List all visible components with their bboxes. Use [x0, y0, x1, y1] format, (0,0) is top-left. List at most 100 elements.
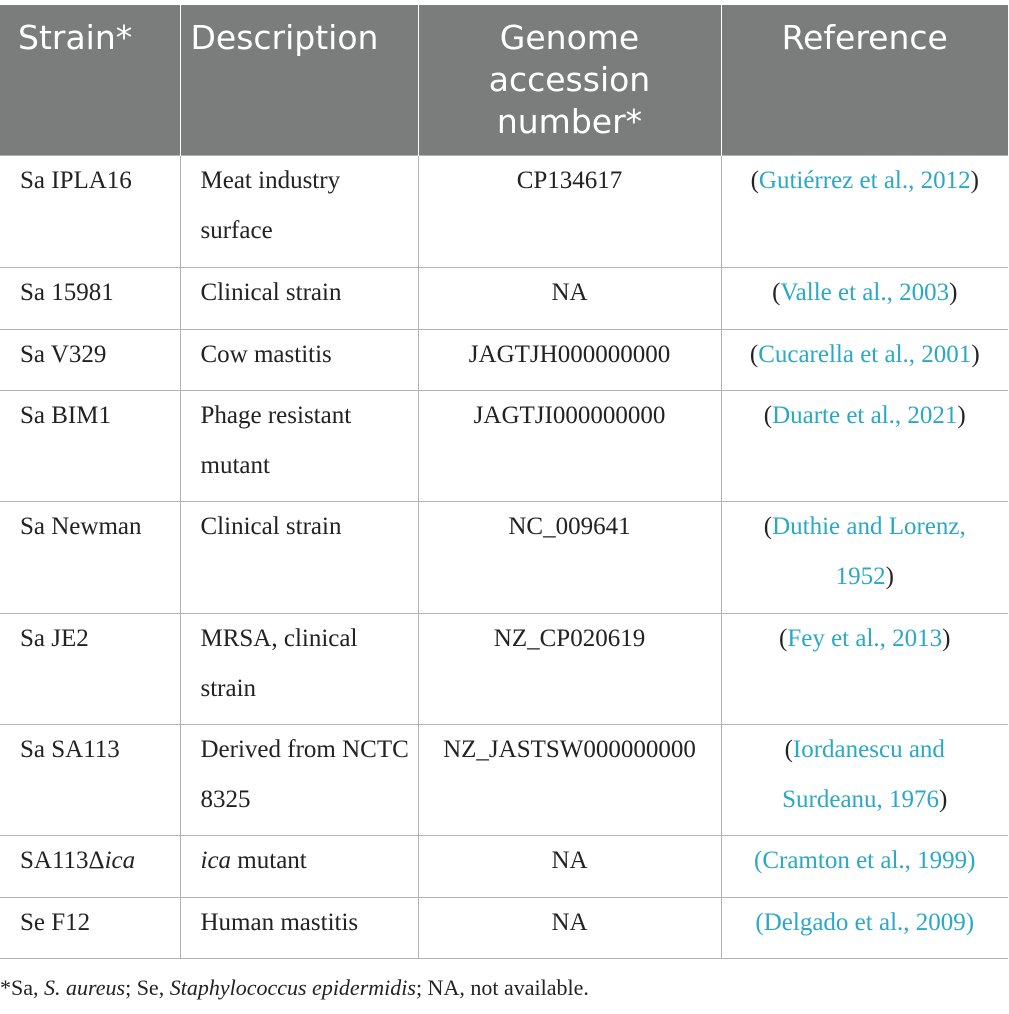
- reference-link[interactable]: Duarte et al., 2021: [772, 401, 958, 429]
- header-reference: Reference: [720, 5, 1008, 155]
- accession-cell: CP134617: [417, 154, 722, 268]
- reference-open-paren: (: [763, 401, 773, 429]
- strain-cell: Sa IPLA16: [0, 154, 181, 268]
- reference-cell: (Iordanescu and Surdeanu, 1976): [720, 723, 1008, 836]
- header-row: Strain* Description Genome accession numbe…: [0, 5, 1008, 155]
- footnote-text: ; NA, not available.: [415, 975, 589, 1000]
- reference-link[interactable]: Cucarella et al., 2001: [758, 340, 972, 368]
- reference-cell: (Duthie and Lorenz, 1952): [720, 500, 1008, 614]
- table-header: Strain* Description Genome accession numbe…: [0, 5, 1008, 155]
- description-cell: MRSA, clinical strain: [179, 612, 419, 725]
- strain-name: Sa JE2: [20, 624, 89, 652]
- reference-link[interactable]: Delgado et al., 2009: [763, 908, 966, 936]
- reference-close-paren: ): [939, 785, 948, 813]
- reference-close-paren: ): [965, 908, 975, 936]
- reference-close-paren: ): [942, 624, 951, 652]
- reference-link[interactable]: Fey et al., 2013: [787, 624, 943, 652]
- description-cell: Clinical strain: [179, 500, 419, 614]
- accession-cell: JAGTJI000000000: [417, 389, 722, 502]
- table-row: Sa 15981 Clinical strain NA (Valle et al., …: [0, 266, 1008, 330]
- header-genome-accession: Genome accession number*: [417, 5, 721, 155]
- description-text: mutant: [231, 846, 307, 874]
- reference-link[interactable]: Iordanescu and Surdeanu, 1976: [782, 735, 945, 813]
- reference-close-paren: ): [957, 401, 966, 429]
- reference-cell: (Cucarella et al., 2001): [720, 328, 1008, 391]
- footnote-species-italic: Staphylococcus epidermidis: [169, 975, 416, 1000]
- strain-cell: SA113Δica: [0, 834, 181, 898]
- strain-name: Sa SA113: [20, 735, 120, 763]
- table-row: SA113Δica ica mutant NA (Cramton et al., 19…: [0, 834, 1008, 898]
- accession-cell: NA: [417, 266, 722, 330]
- reference-open-paren: (: [755, 908, 764, 936]
- strain-name: Se F12: [20, 908, 91, 936]
- footnote-species-italic: S. aureus: [44, 975, 126, 1000]
- reference-open-paren: (: [754, 846, 763, 874]
- reference-cell: (Delgado et al., 2009): [720, 896, 1008, 959]
- strain-cell: Sa JE2: [0, 612, 181, 725]
- description-text: Meat industry surface: [200, 166, 341, 244]
- strain-gene-italic: ica: [104, 846, 136, 874]
- reference-cell: (Cramton et al., 1999): [720, 834, 1008, 898]
- reference-link[interactable]: Gutiérrez et al., 2012: [758, 166, 971, 194]
- reference-link[interactable]: Duthie and Lorenz, 1952: [772, 512, 966, 590]
- reference-open-paren: (: [784, 735, 793, 763]
- reference-close-paren: ): [970, 166, 979, 194]
- header-strain: Strain*: [0, 5, 180, 155]
- reference-open-paren: (: [772, 278, 781, 306]
- strain-table: Strain* Description Genome accession numbe…: [0, 5, 1008, 959]
- description-cell: Phage resistant mutant: [179, 389, 419, 502]
- strain-name: Sa 15981: [20, 278, 114, 306]
- strain-cell: Se F12: [0, 896, 181, 959]
- table-row: Sa Newman Clinical strain NC_009641 (Duthie…: [0, 500, 1008, 614]
- strain-cell: Sa BIM1: [0, 389, 181, 502]
- reference-close-paren: ): [885, 562, 894, 590]
- description-text: Phage resistant mutant: [200, 401, 352, 479]
- strain-cell: Sa 15981: [0, 266, 181, 330]
- table-row: Sa SA113 Derived from NCTC 8325 NZ_JASTSW0…: [0, 723, 1008, 836]
- footnote-text: ; Se,: [125, 975, 170, 1000]
- description-gene-italic: ica: [200, 846, 232, 874]
- reference-open-paren: (: [763, 512, 773, 540]
- reference-link[interactable]: Cramton et al., 1999: [762, 846, 968, 874]
- description-text: Human mastitis: [200, 908, 359, 936]
- accession-cell: JAGTJH000000000: [417, 328, 722, 391]
- table-footnote: *Sa, S. aureus; Se, Staphylococcus epide…: [0, 975, 589, 1001]
- strain-name: Sa IPLA16: [20, 166, 132, 194]
- reference-open-paren: (: [750, 166, 759, 194]
- accession-cell: NA: [417, 896, 722, 959]
- description-cell: ica mutant: [179, 834, 419, 898]
- description-cell: Cow mastitis: [179, 328, 419, 391]
- footnote-text: *Sa,: [0, 975, 44, 1000]
- strain-name: Sa BIM1: [20, 401, 111, 429]
- strain-cell: Sa SA113: [0, 723, 181, 836]
- table-row: Sa JE2 MRSA, clinical strain NZ_CP020619 (F…: [0, 612, 1008, 725]
- strain-name: Sa V329: [20, 340, 107, 368]
- strain-cell: Sa V329: [0, 328, 181, 391]
- description-text: Derived from NCTC 8325: [200, 735, 409, 813]
- description-text: Clinical strain: [200, 278, 342, 306]
- reference-cell: (Fey et al., 2013): [720, 612, 1008, 725]
- accession-cell: NZ_CP020619: [417, 612, 722, 725]
- table-row: Sa IPLA16 Meat industry surface CP134617 (G…: [0, 154, 1008, 268]
- description-text: Cow mastitis: [200, 340, 332, 368]
- description-text: MRSA, clinical strain: [200, 624, 358, 702]
- description-cell: Meat industry surface: [179, 154, 419, 268]
- reference-link[interactable]: Valle et al., 2003: [780, 278, 950, 306]
- header-description: Description: [179, 5, 418, 155]
- reference-close-paren: ): [967, 846, 976, 874]
- reference-cell: (Gutiérrez et al., 2012): [720, 154, 1008, 268]
- strain-cell: Sa Newman: [0, 500, 181, 614]
- table-row: Se F12 Human mastitis NA (Delgado et al., 2…: [0, 896, 1008, 959]
- accession-cell: NZ_JASTSW000000000: [417, 723, 722, 836]
- reference-open-paren: (: [779, 624, 788, 652]
- description-text: Clinical strain: [200, 512, 342, 540]
- description-cell: Clinical strain: [179, 266, 419, 330]
- reference-close-paren: ): [971, 340, 980, 368]
- reference-open-paren: (: [749, 340, 759, 368]
- reference-cell: (Duarte et al., 2021): [720, 389, 1008, 502]
- strain-name: SA113Δ: [20, 846, 105, 874]
- reference-close-paren: ): [949, 278, 958, 306]
- description-cell: Derived from NCTC 8325: [179, 723, 419, 836]
- table-row: Sa BIM1 Phage resistant mutant JAGTJI00000…: [0, 389, 1008, 502]
- table-row: Sa V329 Cow mastitis JAGTJH000000000 (Cucar…: [0, 328, 1008, 391]
